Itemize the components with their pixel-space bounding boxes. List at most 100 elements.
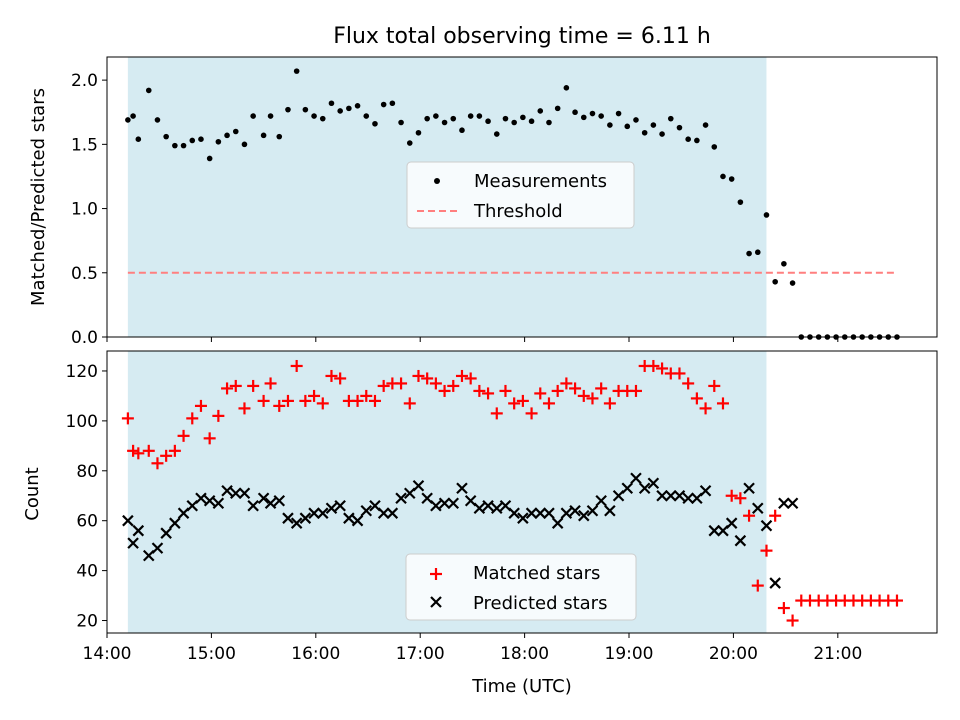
matched-star-point bbox=[673, 367, 686, 380]
matched-star-point bbox=[316, 397, 329, 410]
predicted-star-point bbox=[656, 489, 668, 502]
matched-star-point bbox=[121, 412, 134, 425]
measurement-point bbox=[241, 141, 248, 148]
measurement-point bbox=[781, 260, 787, 267]
predicted-star-point bbox=[273, 494, 286, 507]
matched-star-point bbox=[464, 372, 477, 385]
bottom-panel-frame bbox=[106, 350, 938, 634]
predicted-star-point bbox=[229, 487, 242, 500]
matched-star-point bbox=[656, 362, 669, 375]
measurement-point bbox=[125, 117, 131, 123]
predicted-star-point bbox=[238, 487, 251, 500]
measurement-point bbox=[459, 127, 465, 134]
measurement-point bbox=[224, 132, 230, 139]
predicted-star-point bbox=[638, 482, 651, 495]
predicted-star-point bbox=[290, 517, 303, 529]
predicted-star-point bbox=[438, 497, 451, 510]
measurement-point bbox=[676, 124, 683, 131]
predicted-star-point bbox=[778, 497, 790, 510]
measurement-point bbox=[406, 140, 413, 146]
predicted-star-point bbox=[169, 517, 181, 529]
bottom-y-tick-label: 60 bbox=[76, 512, 98, 532]
predicted-star-point bbox=[247, 499, 259, 512]
predicted-star-point bbox=[725, 517, 738, 529]
chart-title: Flux total observing time = 6.11 h bbox=[333, 24, 711, 49]
measurement-point bbox=[572, 109, 578, 116]
matched-star-point bbox=[221, 382, 234, 395]
matched-star-point bbox=[132, 447, 145, 460]
x-axis-label: Time (UTC) bbox=[471, 676, 572, 697]
predicted-star-point bbox=[525, 507, 538, 519]
measurement-point bbox=[563, 85, 570, 91]
measurement-point bbox=[528, 118, 535, 125]
predicted-star-point bbox=[577, 509, 590, 522]
predicted-star-point bbox=[543, 507, 555, 519]
measurement-point bbox=[363, 113, 370, 119]
predicted-star-point bbox=[412, 479, 425, 492]
matched-star-point bbox=[751, 579, 764, 592]
matched-star-point bbox=[551, 384, 564, 397]
matched-star-point bbox=[299, 394, 312, 407]
bottom-panel: 20 40 60 80 100 120 14:00 15:00 16:00 17:00 18:00… bbox=[22, 350, 938, 697]
predicted-star-point bbox=[699, 484, 712, 497]
measurement-point bbox=[250, 113, 256, 119]
bottom-y-tick-label: 120 bbox=[66, 362, 98, 382]
x-tick-label: 14:00 bbox=[83, 644, 132, 664]
matched-star-point bbox=[325, 369, 338, 382]
predicted-star-point bbox=[769, 577, 781, 589]
measurement-point bbox=[520, 114, 526, 121]
matched-star-point bbox=[238, 402, 251, 415]
x-tick-label: 16:00 bbox=[291, 644, 340, 664]
measurement-point bbox=[424, 115, 430, 122]
bottom-legend-box bbox=[405, 553, 637, 621]
predicted-star-point bbox=[456, 482, 468, 495]
measurement-point bbox=[337, 108, 343, 114]
predicted-star-point bbox=[751, 502, 764, 514]
measurement-point bbox=[493, 131, 500, 137]
matched-star-point bbox=[247, 379, 260, 392]
matched-star-point bbox=[151, 457, 164, 470]
predicted-star-point bbox=[664, 489, 677, 502]
measurement-point bbox=[293, 68, 300, 74]
predicted-star-point bbox=[360, 504, 373, 517]
matched-star-point bbox=[516, 394, 529, 407]
matched-star-point bbox=[725, 489, 738, 502]
matched-star-point bbox=[447, 379, 460, 392]
predicted-star-point bbox=[708, 524, 721, 537]
measurement-point bbox=[285, 106, 291, 113]
predicted-star-point bbox=[517, 512, 529, 524]
measurement-point bbox=[276, 133, 283, 140]
predicted-star-point bbox=[682, 492, 694, 505]
matched-star-point bbox=[212, 409, 225, 422]
measurement-point bbox=[511, 119, 517, 126]
measurement-point bbox=[702, 122, 709, 128]
predicted-star-point bbox=[316, 507, 329, 519]
measurement-point bbox=[267, 113, 274, 119]
predicted-star-point bbox=[586, 504, 599, 517]
measurement-point bbox=[346, 105, 352, 112]
predicted-star-point bbox=[430, 499, 442, 512]
measurement-point bbox=[260, 132, 267, 139]
matched-star-point bbox=[586, 392, 599, 405]
matched-star-point bbox=[603, 397, 616, 410]
measurement-point bbox=[659, 131, 665, 137]
measurement-point bbox=[485, 118, 491, 125]
measurement-point bbox=[206, 155, 213, 162]
measurement-point bbox=[746, 250, 752, 257]
measurement-point bbox=[450, 115, 457, 122]
measurement-point bbox=[398, 119, 404, 126]
measurement-point bbox=[641, 129, 648, 136]
matched-star-point bbox=[490, 407, 503, 420]
measurement-point bbox=[728, 176, 735, 182]
matched-star-point bbox=[760, 544, 773, 557]
measurement-point bbox=[589, 110, 596, 117]
measurement-point bbox=[537, 108, 544, 114]
matched-star-point bbox=[438, 384, 451, 397]
predicted-star-point bbox=[786, 497, 799, 510]
matched-star-point bbox=[429, 377, 442, 390]
matched-star-point bbox=[682, 377, 695, 390]
measurement-point bbox=[633, 117, 639, 123]
top-y-tick-label: 2.0 bbox=[71, 71, 98, 91]
measurement-point bbox=[354, 103, 361, 109]
